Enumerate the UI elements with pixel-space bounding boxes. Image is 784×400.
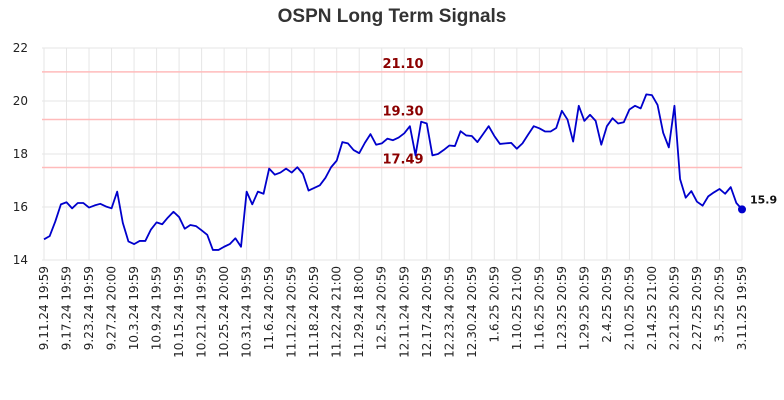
x-tick-label: 11.18.24 20:59 xyxy=(307,266,321,358)
x-tick-label: 1.16.25 20:59 xyxy=(532,266,546,350)
reference-lines: 21.10 19.30 17.49 xyxy=(42,57,742,169)
x-tick-label: 11.12.24 20:59 xyxy=(285,266,299,358)
x-tick-label: 10.31.24 19:59 xyxy=(240,266,254,358)
reference-line-label: 17.49 xyxy=(382,153,423,168)
x-tick-label: 10.21.24 19:59 xyxy=(195,266,209,358)
axes: 14 16 18 20 22 9.11.24 19:59 9.17.24 19:59 9.23… xyxy=(13,41,749,358)
series-layer: 15.9 xyxy=(43,93,777,251)
reference-line-label: 19.30 xyxy=(382,105,423,120)
x-tick-label: 1.29.25 20:59 xyxy=(577,266,591,350)
x-tick-label: 12.23.24 20:59 xyxy=(442,266,456,358)
x-tick-label: 3.5.25 20:59 xyxy=(712,266,726,343)
x-tick-label: 10.25.24 20:00 xyxy=(217,266,231,358)
x-tick-label: 11.29.24 18:00 xyxy=(352,266,366,358)
x-tick-label: 12.30.24 20:59 xyxy=(465,266,479,358)
y-tick-label: 14 xyxy=(13,253,28,267)
x-tick-label: 2.14.25 21:00 xyxy=(645,266,659,350)
x-tick-label: 12.11.24 20:59 xyxy=(397,266,411,358)
y-tick-label: 22 xyxy=(13,41,28,55)
x-tick-label: 2.10.25 20:59 xyxy=(622,266,636,350)
last-point-label: 15.9 xyxy=(750,193,777,206)
x-tick-label: 11.22.24 21:00 xyxy=(330,266,344,358)
x-tick-label: 12.5.24 20:59 xyxy=(375,266,389,350)
x-tick-label: 9.17.24 19:59 xyxy=(60,266,74,350)
x-tick-label: 1.23.25 20:59 xyxy=(555,266,569,350)
x-tick-label: 11.6.24 20:59 xyxy=(262,266,276,350)
x-tick-label: 2.27.25 20:59 xyxy=(690,266,704,350)
x-tick-label: 9.11.24 19:59 xyxy=(37,266,51,350)
y-tick-label: 18 xyxy=(13,147,28,161)
x-tick-label: 3.11.25 19:59 xyxy=(735,266,749,350)
x-tick-label: 1.10.25 21:00 xyxy=(510,266,524,350)
reference-line-label: 21.10 xyxy=(382,57,423,72)
grid xyxy=(42,47,743,261)
y-tick-label: 20 xyxy=(13,94,28,108)
price-line xyxy=(43,93,743,251)
x-tick-label: 9.27.24 20:00 xyxy=(105,266,119,350)
chart-title: OSPN Long Term Signals xyxy=(277,6,507,27)
x-tick-label: 10.3.24 19:59 xyxy=(127,266,141,350)
x-tick-label: 2.21.25 20:59 xyxy=(667,266,681,350)
x-tick-label: 1.6.25 20:59 xyxy=(487,266,501,343)
y-tick-label: 16 xyxy=(13,200,28,214)
x-tick-label: 10.9.24 19:59 xyxy=(150,266,164,350)
x-tick-label: 2.4.25 20:59 xyxy=(600,266,614,343)
x-tick-label: 12.17.24 20:59 xyxy=(420,266,434,358)
x-tick-label: 10.15.24 19:59 xyxy=(172,266,186,358)
x-tick-label: 9.23.24 19:59 xyxy=(82,266,96,350)
last-point-marker xyxy=(738,205,746,214)
